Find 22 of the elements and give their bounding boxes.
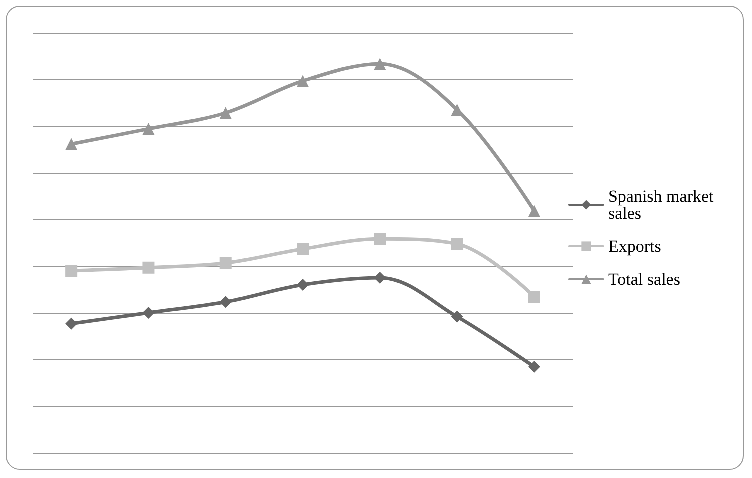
- point: [142, 262, 155, 274]
- point: [451, 310, 464, 323]
- point: [451, 238, 464, 250]
- point: [66, 265, 78, 277]
- point: [297, 75, 309, 88]
- point: [528, 291, 540, 304]
- point: [297, 243, 309, 256]
- point: [220, 296, 232, 308]
- point: [220, 257, 232, 270]
- point: [66, 138, 78, 150]
- point: [528, 361, 540, 374]
- point: [528, 205, 540, 218]
- legend-label: Exports: [608, 237, 662, 256]
- point: [66, 318, 78, 330]
- point: [374, 58, 386, 70]
- legend-label: Spanish market sales: [608, 187, 718, 223]
- point: [142, 123, 155, 136]
- point: [220, 107, 232, 120]
- point: [142, 307, 155, 319]
- legend-label: Total sales: [608, 270, 680, 289]
- point: [374, 233, 386, 246]
- point: [297, 279, 309, 291]
